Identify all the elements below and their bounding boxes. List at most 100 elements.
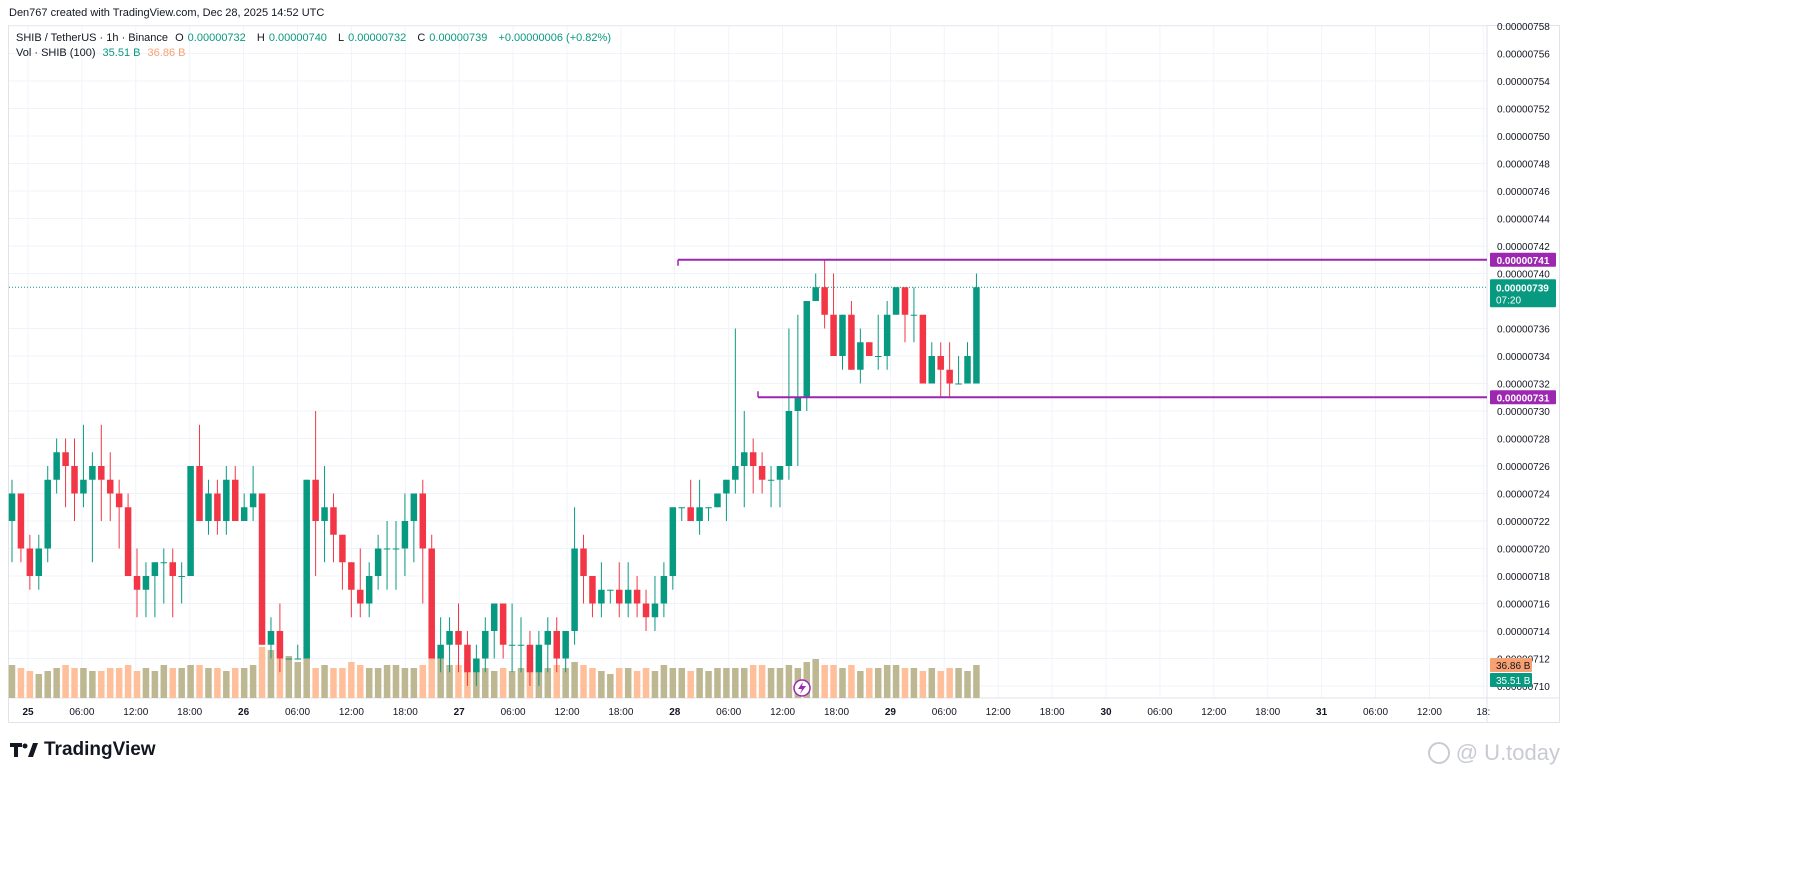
candle-body	[651, 603, 659, 618]
candle-body	[115, 493, 123, 508]
close-label: C	[417, 32, 426, 44]
volume-bar	[428, 644, 435, 698]
candle-body	[62, 452, 69, 466]
candle-body	[490, 603, 498, 631]
volume-bar	[401, 668, 409, 698]
candle-body	[232, 479, 239, 521]
volume-bar	[267, 650, 275, 698]
x-tick-label: 18:00	[824, 707, 849, 718]
volume-bar	[71, 668, 78, 698]
change-value: +0.00000006 (+0.82%)	[498, 32, 611, 44]
volume-bar	[303, 647, 310, 698]
y-tick-label: 0.00000750	[1497, 132, 1550, 143]
x-tick-label: 06:00	[1147, 707, 1172, 718]
x-tick-label: 06:00	[285, 707, 310, 718]
candle-body	[446, 631, 453, 645]
volume-down-axis-label: 36.86 B	[1496, 661, 1531, 672]
candle-body	[365, 576, 373, 604]
volume-bar	[17, 668, 25, 698]
volume-bar	[89, 671, 96, 698]
volume-bar	[812, 659, 819, 698]
candle-body	[928, 356, 936, 384]
candle-body	[973, 287, 980, 384]
candle-body	[723, 479, 730, 494]
price-chart[interactable]: 0.00000741 0.00000731 0.00000758 0.00000756…	[0, 0, 1568, 730]
y-tick-label: 0.00000716	[1497, 600, 1550, 611]
last-price-label: 0.00000739	[1496, 283, 1549, 294]
volume-row: Vol · SHIB (100) 35.51 B 36.86 B	[16, 46, 615, 61]
volume-bar	[633, 671, 641, 698]
candle-body	[901, 287, 909, 315]
volume-bar	[321, 665, 328, 698]
candle-body	[562, 631, 569, 659]
candle-body	[776, 466, 784, 480]
volume-bar	[758, 665, 766, 698]
volume-bar	[232, 668, 239, 698]
level-label: 0.00000741	[1497, 256, 1550, 267]
high-value: 0.00000740	[268, 32, 327, 44]
x-tick-label: 12:00	[986, 707, 1011, 718]
utoday-watermark: @ U.today	[1427, 740, 1560, 766]
volume-bar	[785, 665, 793, 698]
volume-bar	[35, 674, 43, 698]
x-tick-label: 28	[669, 707, 681, 718]
candle-body	[214, 493, 221, 521]
candle-body	[178, 576, 185, 577]
candle-body	[428, 548, 435, 659]
x-tick-label: 18:00	[1040, 707, 1065, 718]
volume-bar	[276, 650, 284, 698]
volume-bar	[187, 665, 194, 698]
volume-label[interactable]: Vol · SHIB (100)	[16, 47, 96, 59]
replay-lightning-icon[interactable]	[793, 679, 811, 697]
volume-bar	[955, 668, 962, 698]
y-tick-label: 0.00000744	[1497, 215, 1550, 226]
x-tick-label: 06:00	[69, 707, 94, 718]
candle-body	[526, 644, 534, 673]
y-tick-label: 0.00000736	[1497, 325, 1550, 336]
high-label: H	[256, 32, 265, 44]
volume-bar	[883, 665, 891, 698]
volume-bar	[374, 668, 382, 698]
volume-bar	[839, 668, 846, 698]
volume-bar	[607, 674, 614, 698]
candle-body	[410, 493, 418, 521]
volume-bar	[169, 668, 176, 698]
candle-body	[258, 493, 266, 645]
candle-body	[696, 507, 703, 521]
x-tick-label: 12:00	[1417, 707, 1442, 718]
tradingview-logo[interactable]: TradingView	[10, 739, 156, 761]
candle-body	[339, 534, 346, 563]
candle-body	[17, 493, 25, 549]
candle-body	[955, 383, 962, 385]
candle-body	[44, 479, 51, 549]
y-tick-label: 0.00000728	[1497, 435, 1550, 446]
candle-body	[142, 576, 150, 590]
volume-bar	[214, 668, 221, 698]
candle-body	[660, 576, 668, 604]
volume-bar	[741, 668, 748, 698]
candle-body	[544, 631, 552, 645]
volume-bar	[455, 665, 462, 698]
symbol-label[interactable]: SHIB / TetherUS · 1h · Binance	[16, 32, 169, 44]
volume-bar	[910, 668, 918, 698]
candle-body	[187, 466, 194, 576]
candle-body	[499, 603, 507, 645]
candle-body	[553, 631, 560, 659]
volume-bar	[901, 668, 909, 698]
volume-down-value: 36.86 B	[147, 47, 186, 59]
y-tick-label: 0.00000758	[1497, 22, 1550, 33]
volume-bar	[892, 665, 900, 698]
candle-body	[785, 411, 793, 466]
x-tick-label: 25	[22, 707, 34, 718]
candle-body	[571, 548, 578, 631]
volume-bar	[26, 671, 34, 698]
candle-body	[580, 548, 587, 576]
x-tick-label: 27	[454, 707, 466, 718]
volume-bar	[178, 668, 185, 698]
low-label: L	[338, 32, 345, 44]
candle-body	[240, 507, 248, 521]
candle-body	[267, 631, 275, 645]
y-tick-label: 0.00000726	[1497, 462, 1550, 473]
volume-bar	[776, 668, 784, 698]
volume-bar	[499, 668, 507, 698]
